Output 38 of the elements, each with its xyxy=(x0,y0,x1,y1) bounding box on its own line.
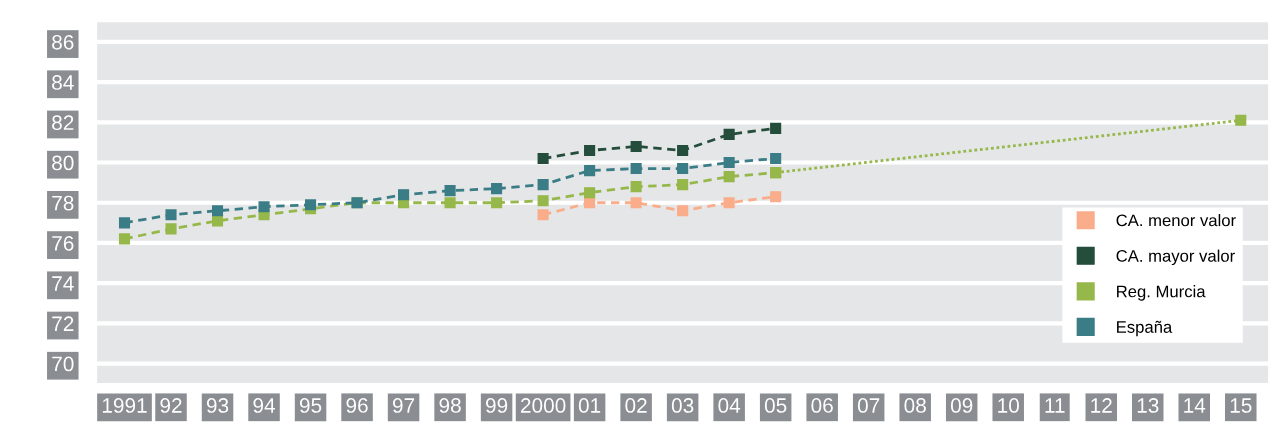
x-tick-label: 95 xyxy=(299,398,322,413)
y-tick-label: 74 xyxy=(52,276,74,291)
y-tick-label: 72 xyxy=(52,316,74,331)
x-tick-label: 11 xyxy=(1045,398,1065,413)
x-tick-label: 15 xyxy=(1230,398,1252,413)
x-tick-label: 08 xyxy=(904,398,926,413)
x-tick-label: 04 xyxy=(718,398,741,413)
x-tick-label: 97 xyxy=(392,398,415,413)
x-tick-label: 06 xyxy=(811,398,833,413)
y-tick-label: 80 xyxy=(52,155,74,171)
legend-label: CA. menor valor xyxy=(1116,214,1236,227)
y-tick-label: 78 xyxy=(52,195,74,211)
y-tick-label: 86 xyxy=(52,34,74,50)
legend-label: CA. mayor valor xyxy=(1116,249,1235,266)
x-tick-label: 02 xyxy=(625,398,647,413)
legend-label: Reg. Murcia xyxy=(1117,285,1206,301)
y-tick-label: 76 xyxy=(52,235,74,251)
legend-label: España xyxy=(1117,320,1173,337)
x-tick-label: 07 xyxy=(857,398,880,413)
x-tick-label: 03 xyxy=(671,398,694,413)
x-tick-label: 96 xyxy=(346,398,368,413)
y-tick-label: 82 xyxy=(52,115,74,131)
x-tick-label: 09 xyxy=(950,398,973,413)
x-tick-label: 92 xyxy=(160,398,182,413)
x-tick-label: 98 xyxy=(439,398,461,413)
x-tick-label: 10 xyxy=(998,398,1019,413)
x-tick-label: 99 xyxy=(485,398,508,413)
x-tick-label: 2000 xyxy=(520,398,566,413)
x-tick-label: 1991 xyxy=(102,398,147,413)
x-tick-label: 05 xyxy=(764,398,787,413)
x-tick-label: 01 xyxy=(578,398,601,413)
x-tick-label: 14 xyxy=(1184,398,1206,413)
x-tick-label: 93 xyxy=(206,398,229,413)
y-tick-label: 70 xyxy=(52,356,74,372)
x-tick-label: 13 xyxy=(1137,398,1159,413)
y-tick-label: 84 xyxy=(52,75,74,90)
x-tick-label: 12 xyxy=(1091,398,1112,413)
x-tick-label: 94 xyxy=(253,398,276,413)
